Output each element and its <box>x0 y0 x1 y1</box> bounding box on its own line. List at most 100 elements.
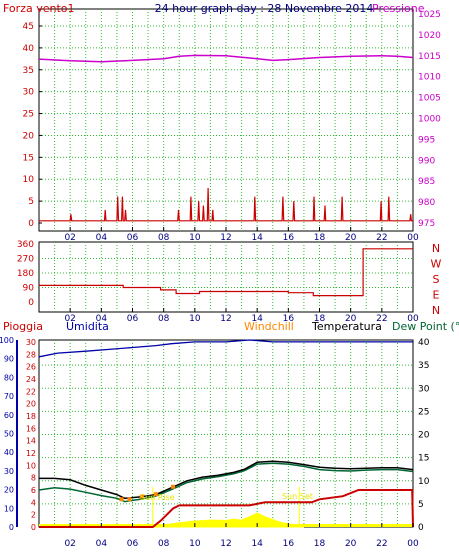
pressure-axis-ticks: 975 980 985 990 995 1000 1005 1010 1015 1020 1025 <box>418 10 441 229</box>
compass-label: W <box>431 258 442 271</box>
rain-tick-label: 20 <box>26 400 36 409</box>
compass-label: N <box>432 304 440 317</box>
temperature-tick-label: 40 <box>418 338 430 348</box>
x-tick-label: 00 <box>407 233 419 243</box>
x-tick-label: 16 <box>283 314 295 324</box>
temperature-tick-label: 30 <box>418 384 430 394</box>
rain-tick-label: 12 <box>26 449 36 458</box>
direction-x-ticks: 02 04 06 08 10 12 14 16 18 20 22 00 <box>64 308 419 324</box>
humidity-tick-label: 90 <box>4 355 14 364</box>
temperature-tick-label: 15 <box>418 454 429 464</box>
x-tick-label: 06 <box>127 233 139 243</box>
legend-temperature: Temperatura <box>311 320 382 333</box>
rain-tick-label: 22 <box>26 387 36 396</box>
top-left-label: Forza vento1 <box>3 2 75 15</box>
humidity-tick-label: 80 <box>4 373 14 382</box>
rain-tick-label: 10 <box>26 461 36 470</box>
direction-tick-label: 0 <box>28 298 34 308</box>
wind-line <box>39 187 413 222</box>
pressure-tick-label: 990 <box>418 156 435 166</box>
x-tick-label: 04 <box>96 539 108 549</box>
x-tick-label: 06 <box>127 539 139 549</box>
temperature-tick-label: 20 <box>418 431 430 441</box>
x-tick-label: 22 <box>376 314 387 324</box>
x-tick-label: 12 <box>220 314 231 324</box>
top-right-label: Pressione <box>372 2 425 15</box>
pressure-tick-label: 1025 <box>418 10 441 20</box>
x-tick-label: 22 <box>376 233 387 243</box>
rain-tick-label: 28 <box>26 350 36 359</box>
windchill-point <box>171 484 176 489</box>
pressure-tick-label: 1010 <box>418 73 441 83</box>
rain-tick-label: 14 <box>26 437 36 446</box>
wind-tick-label: 30 <box>23 88 35 98</box>
x-tick-label: 14 <box>251 233 263 243</box>
direction-tick-label: 270 <box>17 255 34 265</box>
rain-tick-label: 24 <box>26 375 36 384</box>
wind-tick-label: 15 <box>23 153 34 163</box>
rain-tick-label: 2 <box>31 511 36 520</box>
x-tick-label: 02 <box>64 314 75 324</box>
pressure-tick-label: 975 <box>418 219 435 229</box>
legend-dewpoint: Dew Point (°C <box>392 320 459 333</box>
x-tick-label: 08 <box>158 233 170 243</box>
x-tick-label: 20 <box>345 314 357 324</box>
rain-tick-label: 30 <box>26 338 36 347</box>
rain-tick-label: 16 <box>26 424 36 433</box>
legend-windchill: Windchill <box>244 320 294 333</box>
humidity-axis-ticks: 0 10 20 30 40 50 60 70 80 90 100 <box>0 336 18 532</box>
x-tick-label: 14 <box>251 539 263 549</box>
sunset-label: Sun Set <box>282 492 313 501</box>
windchill-point <box>127 497 132 502</box>
wind-tick-label: 20 <box>23 131 35 141</box>
x-tick-label: 18 <box>314 314 326 324</box>
x-tick-label: 02 <box>64 233 75 243</box>
x-tick-label: 04 <box>96 314 108 324</box>
temperature-tick-label: 5 <box>418 500 424 510</box>
rain-line <box>39 489 414 528</box>
x-tick-label: 08 <box>158 314 170 324</box>
bottom-x-ticks: 02 04 06 08 10 12 14 16 18 20 22 00 <box>64 523 419 549</box>
humidity-tick-label: 0 <box>9 523 14 532</box>
direction-series <box>39 248 413 297</box>
x-tick-label: 00 <box>407 539 419 549</box>
pressure-tick-label: 1000 <box>418 115 441 125</box>
bottom-grid <box>39 340 413 527</box>
top-grid <box>39 9 413 231</box>
legend-humidity: Umidita <box>66 320 109 333</box>
rain-tick-label: 26 <box>26 363 36 372</box>
windchill-point <box>119 497 124 502</box>
wind-tick-label: 45 <box>23 22 34 32</box>
top-chart-title: 24 hour graph day : 28 Novembre 2014 <box>155 2 374 15</box>
x-tick-label: 10 <box>189 233 201 243</box>
wind-axis-ticks: 0 5 10 15 20 25 30 35 40 45 <box>23 22 42 229</box>
dewpoint-line <box>38 462 414 503</box>
wind-tick-label: 10 <box>23 175 35 185</box>
temperature-tick-label: 25 <box>418 407 429 417</box>
top-series <box>38 54 414 222</box>
x-tick-label: 20 <box>345 233 357 243</box>
x-tick-label: 04 <box>96 233 108 243</box>
direction-axis-ticks: 0 90 180 270 360 <box>17 240 34 308</box>
rain-tick-label: 0 <box>31 523 36 532</box>
compass-label: N <box>432 242 440 255</box>
humidity-tick-label: 70 <box>4 392 14 401</box>
humidity-tick-label: 40 <box>4 448 14 457</box>
top-chart: Forza vento1 24 hour graph day : 28 Nove… <box>3 2 441 243</box>
direction-tick-label: 180 <box>17 269 34 279</box>
x-tick-label: 12 <box>220 539 231 549</box>
windchill-point <box>139 494 144 499</box>
wind-tick-label: 25 <box>23 110 34 120</box>
x-tick-label: 12 <box>220 233 231 243</box>
humidity-tick-label: 100 <box>0 336 14 345</box>
rain-tick-label: 18 <box>26 412 36 421</box>
wind-tick-label: 5 <box>28 197 34 207</box>
bottom-chart: Pioggia Umidita Windchill Temperatura De… <box>0 320 459 549</box>
x-tick-label: 18 <box>314 233 326 243</box>
x-tick-label: 18 <box>314 539 326 549</box>
temperature-axis-ticks: 0 5 10 15 20 25 30 35 40 <box>418 338 430 533</box>
x-tick-label: 06 <box>127 314 139 324</box>
